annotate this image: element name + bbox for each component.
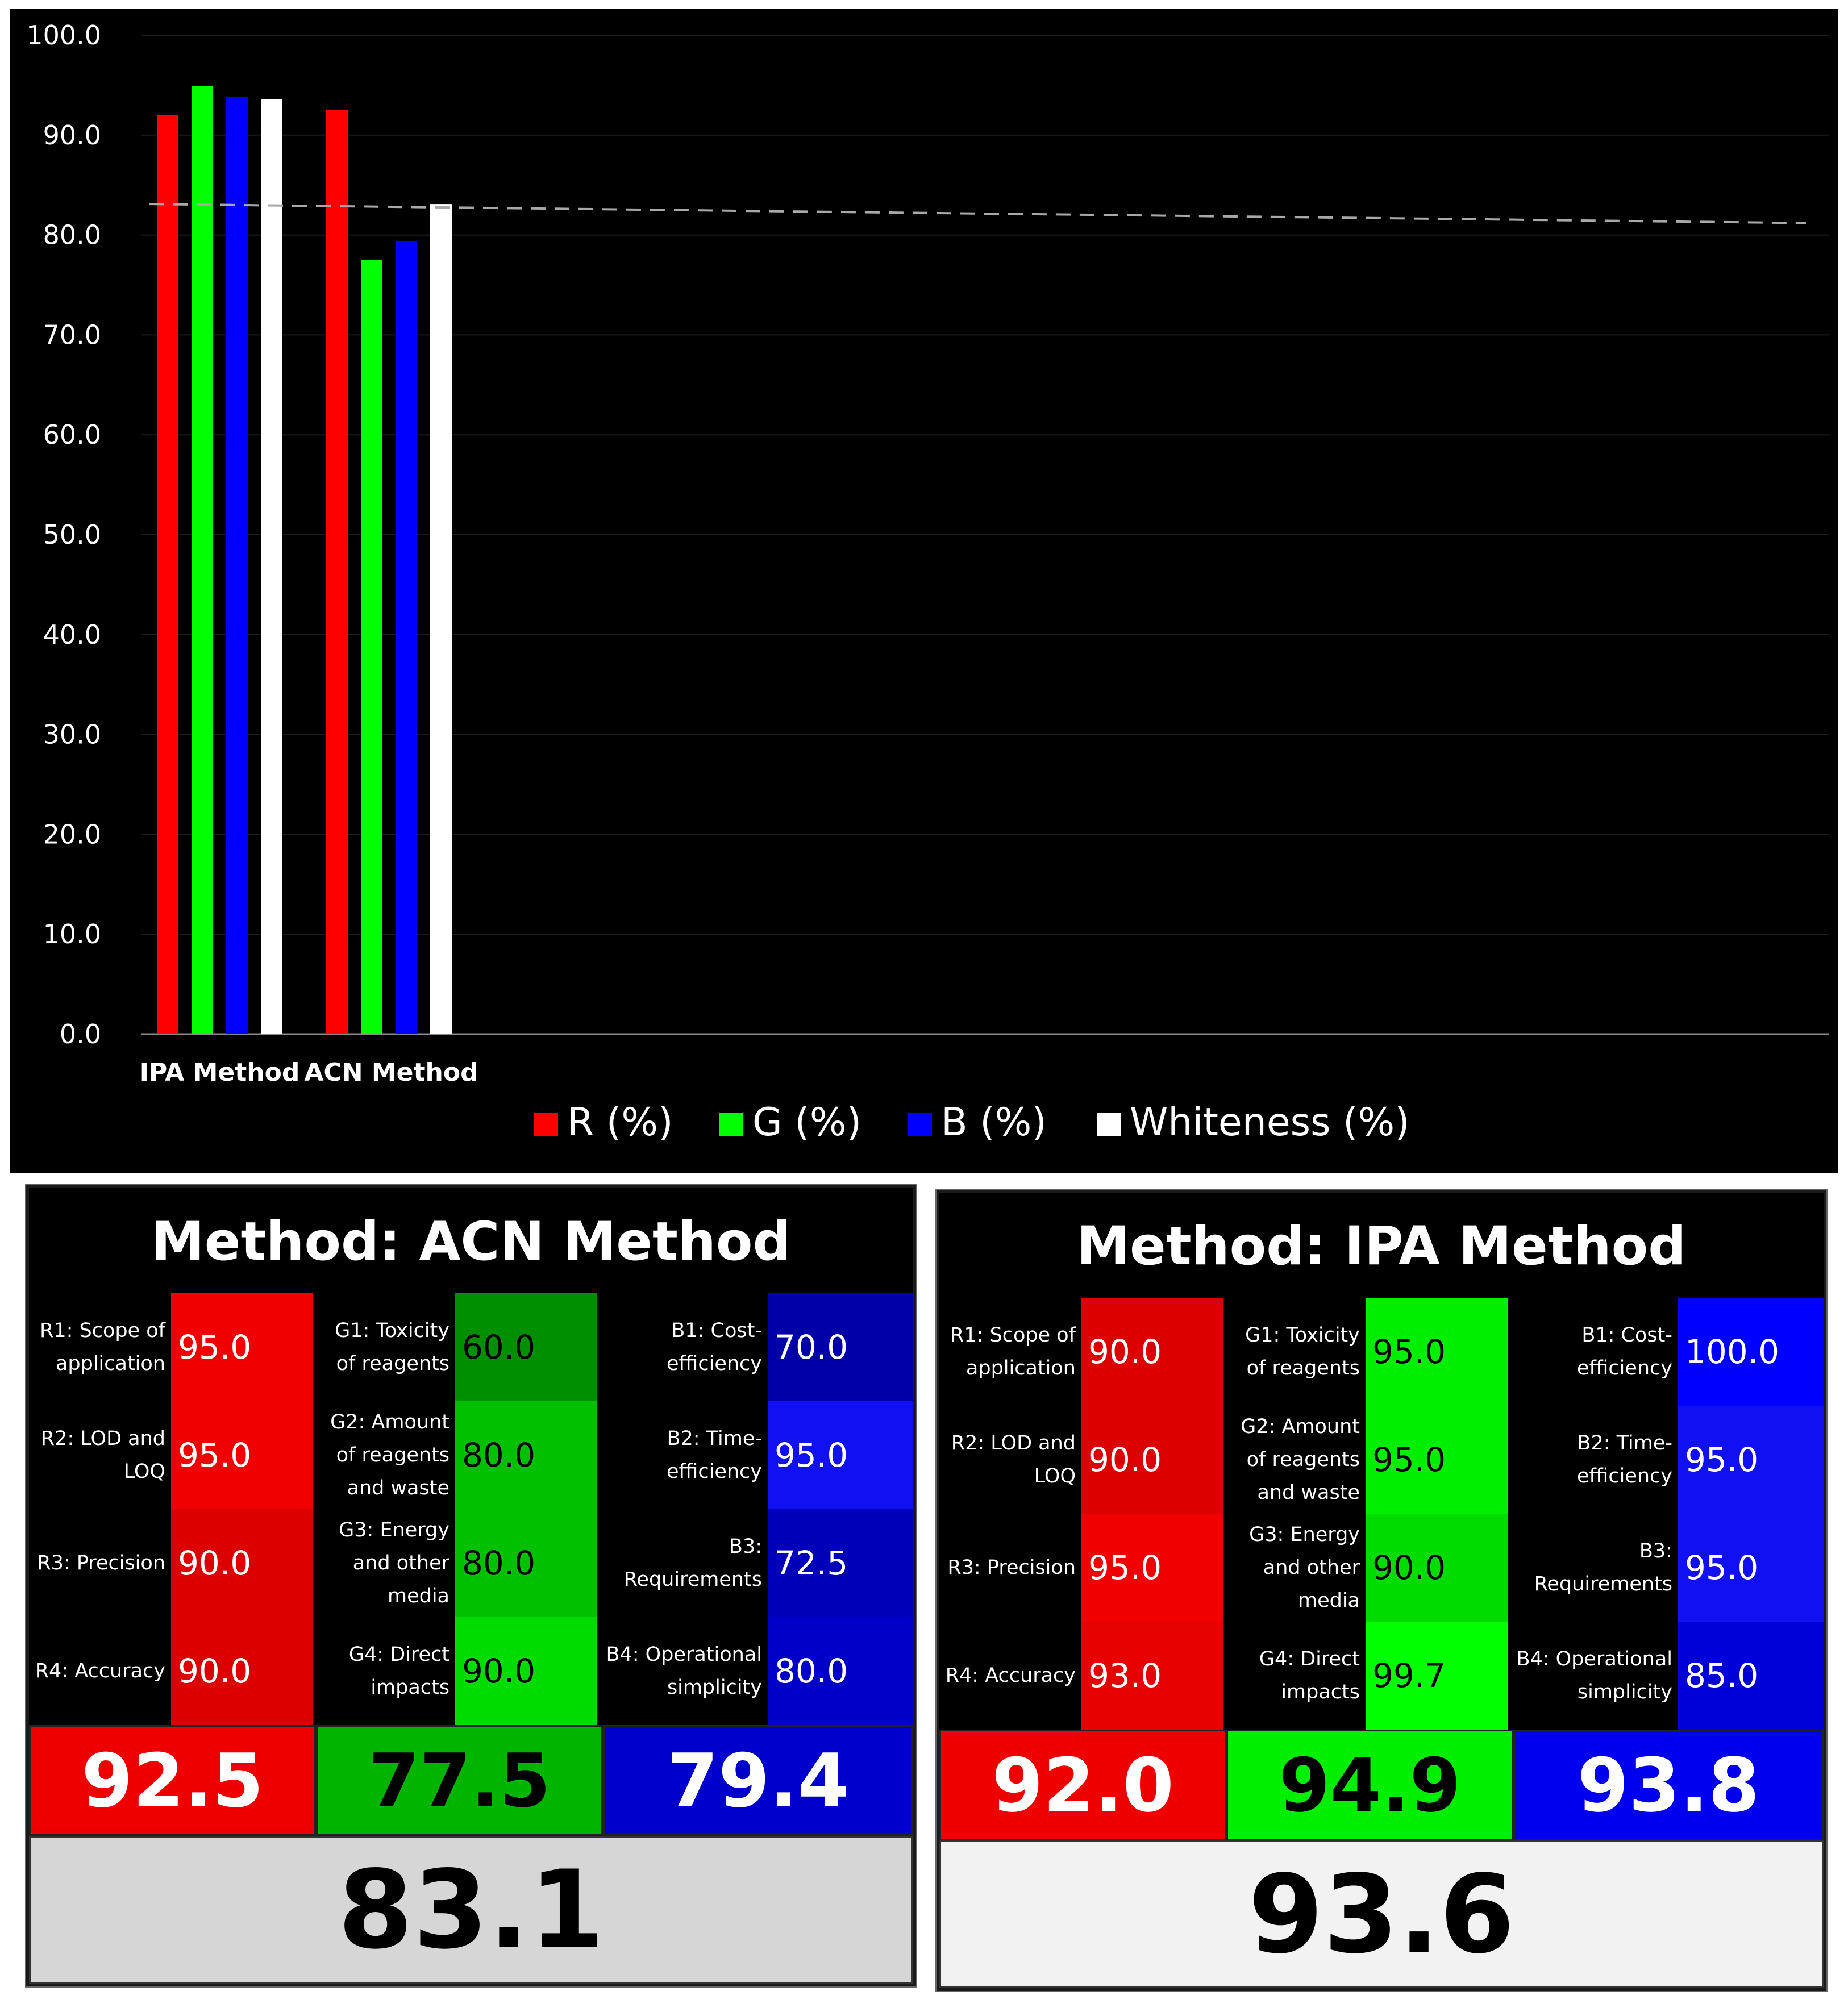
y-tick-label: 90.0 — [43, 120, 101, 151]
y-tick-label: 0.0 — [60, 1019, 101, 1049]
y-tick-label: 100.0 — [26, 20, 101, 51]
legend-label: B (%) — [941, 1100, 1047, 1145]
panel-title: Method: IPA Method — [1076, 1215, 1687, 1277]
legend-swatch — [1097, 1113, 1121, 1136]
r-criterion-label: R2: LOD and LOQ — [951, 1432, 1076, 1488]
g-criterion-value: 80.0 — [455, 1401, 597, 1509]
x-tick-label: ACN Method — [304, 1058, 478, 1087]
y-tick-label: 40.0 — [43, 619, 101, 650]
y-tick-label: 60.0 — [43, 419, 101, 450]
r-criterion-value: 95.0 — [1081, 1514, 1223, 1622]
b-criterion-label: B4: Operational simplicity — [1516, 1648, 1672, 1703]
y-tick-label: 50.0 — [43, 519, 101, 550]
chart-background — [10, 9, 1838, 1173]
b-score: 79.4 — [603, 1725, 913, 1836]
panel-title: Method: ACN Method — [151, 1211, 791, 1273]
b-criterion-label: B3: Requirements — [623, 1535, 762, 1591]
legend-swatch — [534, 1113, 558, 1136]
bar-ipa-0 — [157, 115, 178, 1034]
r-score: 92.0 — [939, 1730, 1226, 1840]
whiteness-score: 83.1 — [29, 1836, 913, 1984]
g-criterion-label: G2: Amount of reagents and waste — [1241, 1415, 1360, 1504]
b-criterion-label: B1: Cost- efficiency — [1576, 1324, 1672, 1380]
g-criterion-value: 90.0 — [455, 1617, 597, 1725]
g-criterion-value: 99.7 — [1366, 1622, 1508, 1730]
r-criterion-label: R4: Accuracy — [945, 1664, 1076, 1687]
b-score: 93.8 — [1513, 1730, 1824, 1840]
reference-line — [148, 203, 1807, 224]
b-criterion-value: 95.0 — [1678, 1406, 1824, 1514]
r-criterion-value: 90.0 — [171, 1509, 313, 1617]
b-criterion-value: 100.0 — [1678, 1298, 1824, 1406]
y-tick-label: 20.0 — [43, 819, 101, 849]
r-criterion-value: 90.0 — [1081, 1406, 1223, 1514]
g-criterion-label: G1: Toxicity of reagents — [335, 1319, 449, 1375]
r-criterion-value: 90.0 — [171, 1617, 313, 1725]
legend-label: Whiteness (%) — [1130, 1100, 1410, 1145]
b-criterion-label: B4: Operational simplicity — [606, 1643, 762, 1699]
bar-acn-1 — [361, 260, 382, 1034]
y-tick-label: 10.0 — [43, 919, 101, 949]
y-tick-label: 80.0 — [43, 220, 101, 251]
b-criterion-value: 95.0 — [768, 1401, 913, 1509]
g-score: 94.9 — [1226, 1730, 1513, 1840]
y-tick-label: 70.0 — [43, 319, 101, 350]
g-criterion-label: G3: Energy and other media — [1249, 1523, 1360, 1612]
r-criterion-value: 95.0 — [171, 1293, 313, 1401]
b-criterion-label: B2: Time- efficiency — [1576, 1432, 1672, 1488]
r-criterion-label: R3: Precision — [947, 1556, 1076, 1579]
r-criterion-label: R2: LOD and LOQ — [40, 1427, 165, 1483]
g-criterion-value: 90.0 — [1366, 1514, 1508, 1622]
legend-label: G (%) — [752, 1100, 861, 1145]
r-score: 92.5 — [29, 1725, 316, 1836]
bar-acn-0 — [326, 110, 348, 1035]
acn-method-panel: Method: ACN Method R1: Scope of applicat… — [25, 1184, 917, 1988]
bar-chart: 100.0 90.0 80.0 70.0 60.0 50.0 40.0 30.0 20.0 10.… — [10, 9, 1838, 1173]
b-criterion-value: 85.0 — [1678, 1622, 1824, 1730]
g-criterion-value: 80.0 — [455, 1509, 597, 1617]
y-tick-label: 30.0 — [43, 719, 101, 750]
whiteness-score: 93.6 — [939, 1840, 1824, 1988]
b-criterion-label: B1: Cost- efficiency — [666, 1319, 762, 1375]
legend-swatch — [719, 1113, 743, 1136]
legend-label: R (%) — [567, 1100, 673, 1145]
g-criterion-label: G1: Toxicity of reagents — [1245, 1324, 1360, 1380]
r-criterion-value: 95.0 — [171, 1401, 313, 1509]
bar-ipa-1 — [192, 86, 213, 1035]
g-criterion-label: G4: Direct impacts — [348, 1643, 449, 1699]
g-criterion-label: G4: Direct impacts — [1259, 1648, 1360, 1703]
g-criterion-label: G2: Amount of reagents and waste — [330, 1411, 449, 1499]
bar-ipa-3 — [261, 99, 282, 1035]
x-tick-label: IPA Method — [140, 1058, 300, 1087]
b-criterion-value: 95.0 — [1678, 1514, 1824, 1622]
bar-acn-2 — [396, 241, 417, 1035]
g-criterion-value: 95.0 — [1366, 1406, 1508, 1514]
r-criterion-label: R4: Accuracy — [35, 1660, 165, 1682]
bar-acn-3 — [430, 204, 452, 1034]
b-criterion-label: B2: Time- efficiency — [666, 1427, 762, 1483]
g-criterion-value: 95.0 — [1366, 1298, 1508, 1406]
b-criterion-value: 80.0 — [768, 1617, 913, 1725]
r-criterion-label: R1: Scope of application — [950, 1324, 1076, 1380]
g-score: 77.5 — [316, 1725, 603, 1836]
r-criterion-value: 90.0 — [1081, 1298, 1223, 1406]
r-criterion-value: 93.0 — [1081, 1622, 1223, 1730]
legend-swatch — [908, 1113, 932, 1136]
b-criterion-label: B3: Requirements — [1534, 1540, 1672, 1596]
bar-ipa-2 — [226, 97, 248, 1035]
r-criterion-label: R1: Scope of application — [40, 1319, 165, 1375]
r-criterion-label: R3: Precision — [37, 1552, 165, 1574]
b-criterion-value: 72.5 — [768, 1509, 913, 1617]
g-criterion-value: 60.0 — [455, 1293, 597, 1401]
ipa-method-panel: Method: IPA Method R1: Scope of applicat… — [935, 1189, 1828, 1992]
b-criterion-value: 70.0 — [768, 1293, 913, 1401]
g-criterion-label: G3: Energy and other media — [339, 1519, 449, 1607]
